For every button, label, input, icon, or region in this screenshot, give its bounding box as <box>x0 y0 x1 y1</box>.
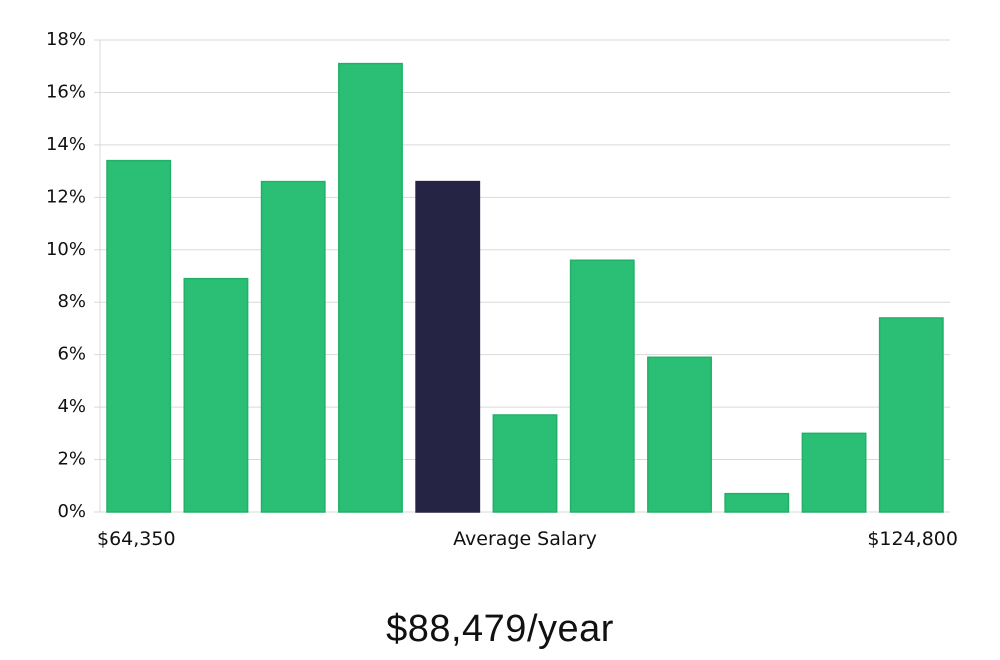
y-tick-label: 2% <box>57 449 86 470</box>
bars <box>106 62 944 513</box>
x-label-max-salary: $124,800 <box>867 528 958 550</box>
y-tick-label: 6% <box>57 344 86 365</box>
bar-11 <box>878 317 944 513</box>
bar-4 <box>338 62 403 513</box>
bar-2 <box>183 277 249 513</box>
y-tick-label: 4% <box>57 396 86 417</box>
bar-8 <box>647 356 712 513</box>
bar-10 <box>801 432 867 513</box>
y-tick-label: 10% <box>46 239 86 260</box>
bar-average-salary <box>415 180 481 513</box>
bar-1 <box>106 159 172 513</box>
bar-9 <box>724 492 790 513</box>
bar-7 <box>569 259 635 513</box>
bar-6 <box>492 414 558 513</box>
y-tick-label: 8% <box>57 291 86 312</box>
x-label-average-salary: Average Salary <box>453 528 597 550</box>
x-label-min-salary: $64,350 <box>97 528 176 550</box>
salary-histogram: 0% 2% 4% 6% 8% 10% 12% 14% 16% 18% <box>46 29 950 522</box>
y-axis-ticks: 0% 2% 4% 6% 8% 10% 12% 14% 16% 18% <box>46 29 100 522</box>
y-tick-label: 0% <box>57 501 86 522</box>
bar-3 <box>260 180 326 513</box>
y-tick-label: 18% <box>46 29 86 50</box>
average-salary-value: $88,479/year <box>386 608 614 650</box>
y-tick-label: 12% <box>46 186 86 207</box>
y-tick-label: 16% <box>46 81 86 102</box>
y-tick-label: 14% <box>46 134 86 155</box>
